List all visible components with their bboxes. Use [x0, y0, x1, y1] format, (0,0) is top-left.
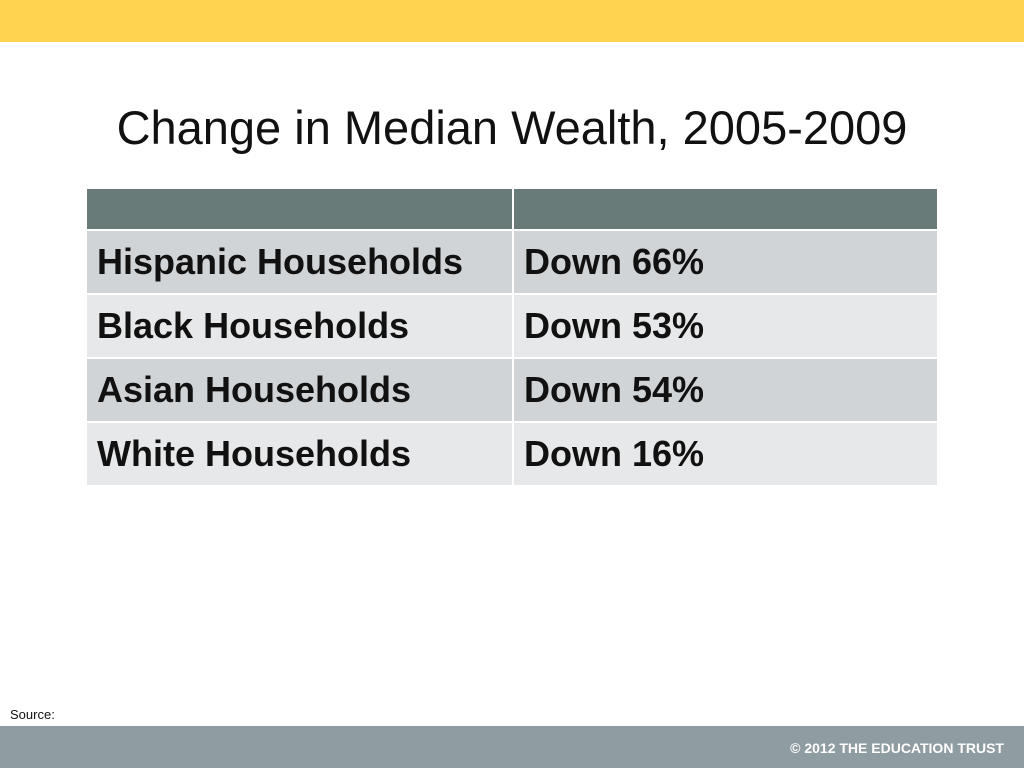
table-header-row: [87, 189, 937, 229]
wealth-change-table: Hispanic Households Down 66% Black House…: [85, 187, 939, 487]
table-cell-group: Black Households: [87, 295, 512, 357]
table-cell-group: White Households: [87, 423, 512, 485]
table-row: Black Households Down 53%: [87, 295, 937, 357]
table-row: Hispanic Households Down 66%: [87, 231, 937, 293]
table-header-cell-change: [514, 189, 937, 229]
table-header-cell-group: [87, 189, 512, 229]
table-row: Asian Households Down 54%: [87, 359, 937, 421]
top-accent-bar: [0, 0, 1024, 42]
table-cell-change: Down 66%: [514, 231, 937, 293]
table-cell-change: Down 16%: [514, 423, 937, 485]
table-cell-group: Hispanic Households: [87, 231, 512, 293]
source-label: Source:: [10, 707, 55, 722]
table-row: White Households Down 16%: [87, 423, 937, 485]
table-cell-change: Down 54%: [514, 359, 937, 421]
footer-bar: © 2012 THE EDUCATION TRUST: [0, 726, 1024, 768]
copyright-text: © 2012 THE EDUCATION TRUST: [790, 740, 1004, 756]
slide-title: Change in Median Wealth, 2005-2009: [116, 101, 908, 154]
table-cell-group: Asian Households: [87, 359, 512, 421]
table-cell-change: Down 53%: [514, 295, 937, 357]
